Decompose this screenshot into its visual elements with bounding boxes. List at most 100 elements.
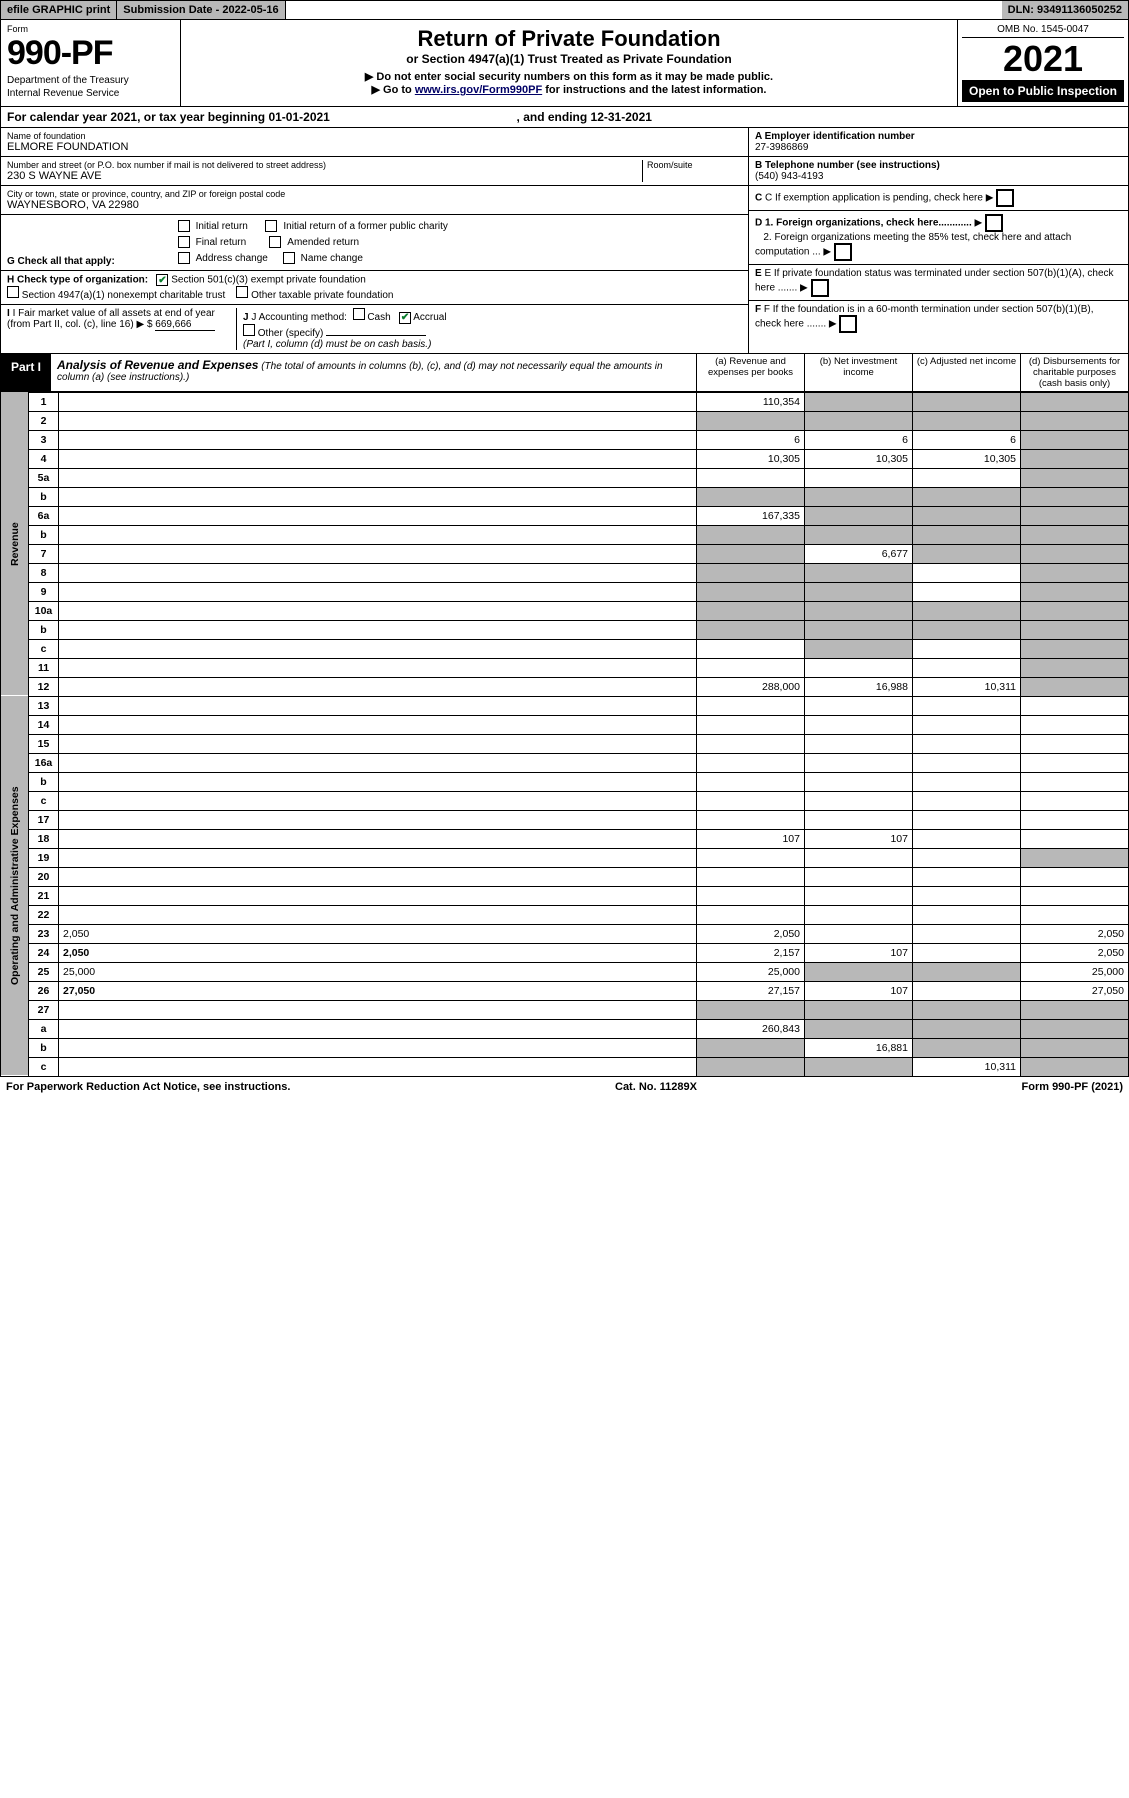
col-d xyxy=(1021,810,1129,829)
line-desc xyxy=(59,1019,697,1038)
section-h: H Check type of organization: Section 50… xyxy=(1,271,748,305)
cb-foreign[interactable] xyxy=(985,214,1003,232)
row-16a: 16a xyxy=(1,753,1129,772)
col-b xyxy=(805,810,913,829)
line-num: 15 xyxy=(29,734,59,753)
cb-terminated[interactable] xyxy=(811,279,829,297)
col-d xyxy=(1021,487,1129,506)
col-b xyxy=(805,620,913,639)
cb-amended[interactable] xyxy=(269,236,281,248)
room-label: Room/suite xyxy=(647,160,742,170)
line-desc xyxy=(59,449,697,468)
row-c: c10,311 xyxy=(1,1057,1129,1076)
foundation-name-cell: Name of foundation ELMORE FOUNDATION xyxy=(1,128,748,157)
cb-85pct[interactable] xyxy=(834,243,852,261)
col-a-hdr: (a) Revenue and expenses per books xyxy=(696,354,804,391)
line-num: b xyxy=(29,525,59,544)
row-a: a260,843 xyxy=(1,1019,1129,1038)
line-num: 21 xyxy=(29,886,59,905)
col-a: 260,843 xyxy=(697,1019,805,1038)
col-d xyxy=(1021,449,1129,468)
row-18: 18107107 xyxy=(1,829,1129,848)
line-desc xyxy=(59,620,697,639)
col-c xyxy=(913,468,1021,487)
line-num: 14 xyxy=(29,715,59,734)
col-b xyxy=(805,392,913,411)
col-b xyxy=(805,848,913,867)
col-d: 25,000 xyxy=(1021,962,1129,981)
cb-final-return[interactable] xyxy=(178,236,190,248)
col-b: 107 xyxy=(805,943,913,962)
cb-initial-return[interactable] xyxy=(178,220,190,232)
col-b: 16,881 xyxy=(805,1038,913,1057)
col-c xyxy=(913,810,1021,829)
row-5a: 5a xyxy=(1,468,1129,487)
row-c: c xyxy=(1,639,1129,658)
cb-60month[interactable] xyxy=(839,315,857,333)
line-desc: 27,050 xyxy=(59,981,697,1000)
col-a xyxy=(697,905,805,924)
cb-initial-former[interactable] xyxy=(265,220,277,232)
line-desc xyxy=(59,430,697,449)
col-a xyxy=(697,734,805,753)
col-a xyxy=(697,639,805,658)
irs-link[interactable]: www.irs.gov/Form990PF xyxy=(415,84,542,96)
line-num: 19 xyxy=(29,848,59,867)
col-d xyxy=(1021,696,1129,715)
col-a xyxy=(697,753,805,772)
cb-other-taxable[interactable] xyxy=(236,286,248,298)
col-c xyxy=(913,563,1021,582)
line-desc xyxy=(59,487,697,506)
section-d: D 1. Foreign organizations, check here..… xyxy=(749,211,1128,265)
cb-exemption-pending[interactable] xyxy=(996,189,1014,207)
col-b xyxy=(805,924,913,943)
line-desc xyxy=(59,601,697,620)
col-d: 27,050 xyxy=(1021,981,1129,1000)
section-i: I I Fair market value of all assets at e… xyxy=(7,308,237,350)
col-c xyxy=(913,867,1021,886)
cb-other-method[interactable] xyxy=(243,324,255,336)
row-17: 17 xyxy=(1,810,1129,829)
col-a: 25,000 xyxy=(697,962,805,981)
cb-address-change[interactable] xyxy=(178,252,190,264)
line-num: 5a xyxy=(29,468,59,487)
col-a xyxy=(697,468,805,487)
row-1: Revenue1110,354 xyxy=(1,392,1129,411)
col-c xyxy=(913,487,1021,506)
line-desc xyxy=(59,1057,697,1076)
col-a: 27,157 xyxy=(697,981,805,1000)
city-label: City or town, state or province, country… xyxy=(7,189,742,199)
col-c xyxy=(913,1038,1021,1057)
cb-cash[interactable] xyxy=(353,308,365,320)
col-d xyxy=(1021,544,1129,563)
col-c xyxy=(913,981,1021,1000)
cb-4947[interactable] xyxy=(7,286,19,298)
col-a xyxy=(697,791,805,810)
line-num: 12 xyxy=(29,677,59,696)
row-27: 27 xyxy=(1,1000,1129,1019)
address-value: 230 S WAYNE AVE xyxy=(7,170,642,182)
col-d xyxy=(1021,886,1129,905)
cb-501c3[interactable] xyxy=(156,274,168,286)
col-c xyxy=(913,506,1021,525)
form-label: Form xyxy=(7,24,174,34)
form-title: Return of Private Foundation xyxy=(187,26,951,52)
col-d xyxy=(1021,639,1129,658)
cb-name-change[interactable] xyxy=(283,252,295,264)
row-4: 410,30510,30510,305 xyxy=(1,449,1129,468)
col-a xyxy=(697,848,805,867)
row-8: 8 xyxy=(1,563,1129,582)
col-c: 10,311 xyxy=(913,1057,1021,1076)
col-b xyxy=(805,601,913,620)
cb-accrual[interactable] xyxy=(399,312,411,324)
top-bar: efile GRAPHIC print Submission Date - 20… xyxy=(0,0,1129,20)
col-a xyxy=(697,696,805,715)
line-desc xyxy=(59,658,697,677)
row-14: 14 xyxy=(1,715,1129,734)
col-b xyxy=(805,734,913,753)
line-desc xyxy=(59,848,697,867)
line-num: 27 xyxy=(29,1000,59,1019)
col-b xyxy=(805,658,913,677)
form-header: Form 990-PF Department of the Treasury I… xyxy=(0,20,1129,107)
col-b xyxy=(805,696,913,715)
